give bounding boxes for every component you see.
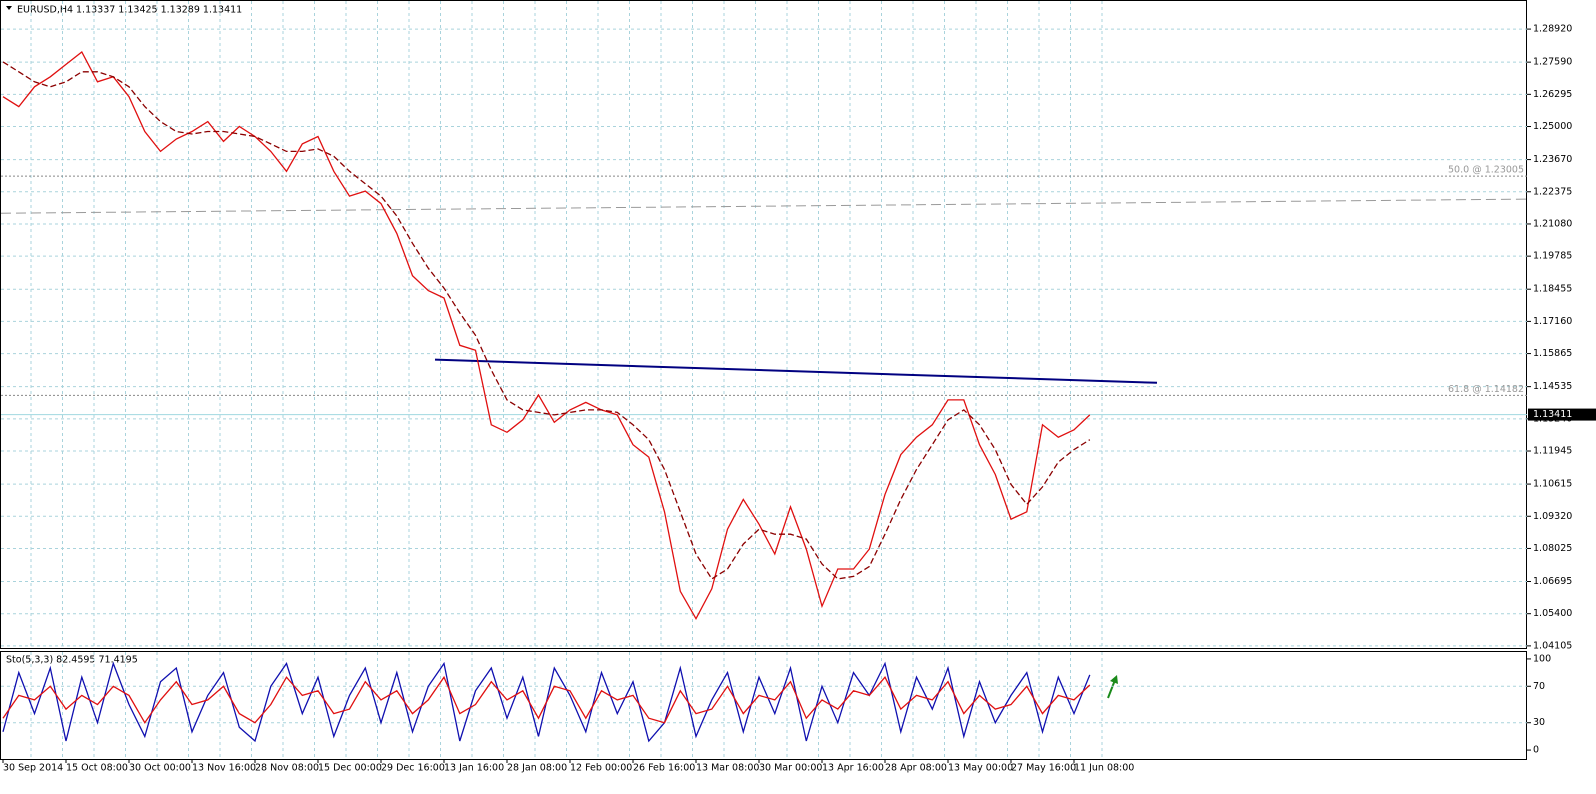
y-tick-label: 1.10615 [1533, 479, 1572, 490]
header-prices: 1.13337 1.13425 1.13289 1.13411 [76, 5, 242, 16]
y-tick-label: 1.17160 [1533, 316, 1572, 327]
x-tick-label: 15 Oct 08:00 [66, 763, 128, 774]
x-tick-label: 13 Mar 08:00 [696, 763, 759, 774]
x-tick-label: 30 Sep 2014 [3, 763, 63, 774]
stoch-title: Sto(5,3,3) 82.4595 71.4195 [6, 655, 138, 666]
y-tick-label: 1.04105 [1533, 640, 1572, 651]
x-tick-label: 13 Nov 16:00 [192, 763, 256, 774]
y-tick-label: 1.15865 [1533, 348, 1572, 359]
y-tick-label: 0 [1533, 745, 1539, 756]
x-tick-label: 13 Jan 16:00 [444, 763, 504, 774]
x-tick-label: 26 Feb 16:00 [633, 763, 695, 774]
x-tick-label: 15 Dec 00:00 [318, 763, 382, 774]
y-tick-label: 1.05400 [1533, 608, 1572, 619]
menu-arrow [6, 6, 12, 10]
x-tick-label: 28 Apr 08:00 [885, 763, 947, 774]
series-line [2, 61, 1091, 580]
y-tick-label: 1.25000 [1533, 121, 1572, 132]
fib-label: 61.8 @ 1.14182 [1448, 384, 1524, 395]
x-tick-label: 13 Apr 16:00 [822, 763, 884, 774]
y-tick-label: 1.09320 [1533, 511, 1572, 522]
y-tick-label: 1.28920 [1533, 24, 1572, 35]
y-tick-label: 1.06695 [1533, 576, 1572, 587]
x-tick-label: 11 Jun 08:00 [1074, 763, 1134, 774]
x-tick-label: 29 Dec 16:00 [381, 763, 445, 774]
y-tick-label: 100 [1533, 653, 1551, 664]
series-line [2, 675, 1091, 724]
y-tick-label: 1.22375 [1533, 186, 1572, 197]
y-tick-label: 1.19785 [1533, 251, 1572, 262]
current-price-label: 1.13411 [1533, 409, 1572, 420]
stoch-panel [0, 651, 1527, 760]
trendline [434, 358, 1158, 384]
series-line [2, 51, 1091, 621]
x-tick-label: 30 Oct 00:00 [129, 763, 191, 774]
y-tick-label: 70 [1533, 681, 1545, 692]
y-tick-label: 1.14535 [1533, 381, 1572, 392]
y-tick-label: 30 [1533, 717, 1545, 728]
x-tick-label: 30 Mar 00:00 [759, 763, 822, 774]
y-tick-label: 1.11945 [1533, 446, 1572, 457]
x-tick-label: 28 Nov 08:00 [255, 763, 319, 774]
current-price-box [1528, 408, 1596, 421]
symbol: EURUSD,H4 [17, 5, 73, 16]
green-arrow [1107, 675, 1118, 699]
price-panel [0, 0, 1527, 649]
y-tick-label: 1.26295 [1533, 89, 1572, 100]
y-tick-label: 1.08025 [1533, 543, 1572, 554]
y-tick-label: 1.23670 [1533, 154, 1572, 165]
y-tick-label: 1.18455 [1533, 284, 1572, 295]
x-tick-label: 27 May 16:00 [1011, 763, 1076, 774]
fib-label: 50.0 @ 1.23005 [1448, 165, 1524, 176]
x-tick-label: 12 Feb 00:00 [570, 763, 632, 774]
x-tick-label: 13 May 00:00 [948, 763, 1013, 774]
y-tick-label: 1.27590 [1533, 57, 1572, 68]
y-tick-label: 1.21080 [1533, 218, 1572, 229]
x-tick-label: 28 Jan 08:00 [507, 763, 567, 774]
